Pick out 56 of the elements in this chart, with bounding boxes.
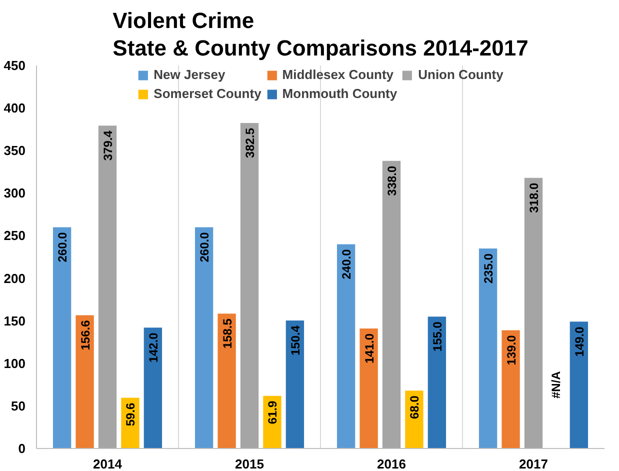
data-label: 158.5 — [220, 318, 234, 349]
legend-label: Monmouth County — [282, 86, 398, 101]
bar — [478, 248, 498, 448]
y-tick-label: 200 — [4, 270, 26, 286]
legend-label: Somerset County — [154, 86, 262, 101]
y-tick-label: 150 — [4, 313, 26, 328]
bar — [382, 160, 401, 448]
bar — [194, 227, 214, 448]
data-label: 260.0 — [56, 232, 70, 262]
bar — [52, 227, 72, 448]
data-label: 155.0 — [430, 321, 444, 352]
data-label: 382.5 — [243, 128, 257, 158]
text: #N/A — [549, 371, 564, 398]
x-tick-label: 2015 — [235, 456, 264, 471]
y-tick-label: 350 — [4, 143, 26, 158]
legend-label: Middlesex County — [282, 67, 394, 82]
bar — [240, 122, 259, 448]
bar — [360, 328, 378, 448]
bar — [502, 330, 520, 448]
y-tick-label: 450 — [4, 58, 26, 73]
y-tick-label: 300 — [4, 186, 26, 201]
bar — [428, 316, 446, 448]
data-label: 139.0 — [504, 334, 518, 366]
x-tick-label: 2014 — [93, 456, 123, 471]
bar — [76, 315, 94, 448]
y-tick-label: 400 — [4, 100, 26, 116]
bar — [98, 126, 117, 448]
y-tick-label: 100 — [4, 356, 26, 371]
data-label: 68.0 — [408, 395, 422, 419]
bar — [144, 328, 162, 448]
y-tick-label: 50 — [11, 398, 26, 414]
data-label: 240.0 — [340, 248, 354, 280]
bar — [570, 322, 588, 448]
y-tick-label: 0 — [18, 441, 26, 456]
data-label: 379.4 — [101, 130, 115, 161]
legend-label: Union County — [418, 67, 504, 82]
data-label: 338.0 — [385, 166, 399, 196]
data-label: 149.0 — [572, 326, 586, 357]
data-label: 141.0 — [362, 333, 376, 364]
bar — [286, 320, 304, 448]
bar — [524, 178, 543, 448]
data-label: 260.0 — [198, 232, 212, 262]
data-label: 235.0 — [482, 253, 496, 284]
data-label: 318.0 — [527, 182, 541, 213]
data-label: 142.0 — [146, 332, 160, 363]
bar — [218, 314, 236, 448]
data-label: 150.4 — [288, 325, 302, 356]
data-label: 61.9 — [266, 400, 280, 424]
chart-title: Violent Crime State & County Comparisons 2014-2017 — [112, 8, 528, 60]
y-tick-label: 250 — [4, 228, 26, 244]
data-label: 156.6 — [78, 320, 92, 350]
x-tick-label: 2017 — [519, 456, 548, 471]
x-tick-label: 2016 — [377, 456, 406, 471]
bar — [336, 244, 356, 448]
data-label: 59.6 — [124, 402, 138, 426]
legend-label: New Jersey — [154, 67, 226, 82]
